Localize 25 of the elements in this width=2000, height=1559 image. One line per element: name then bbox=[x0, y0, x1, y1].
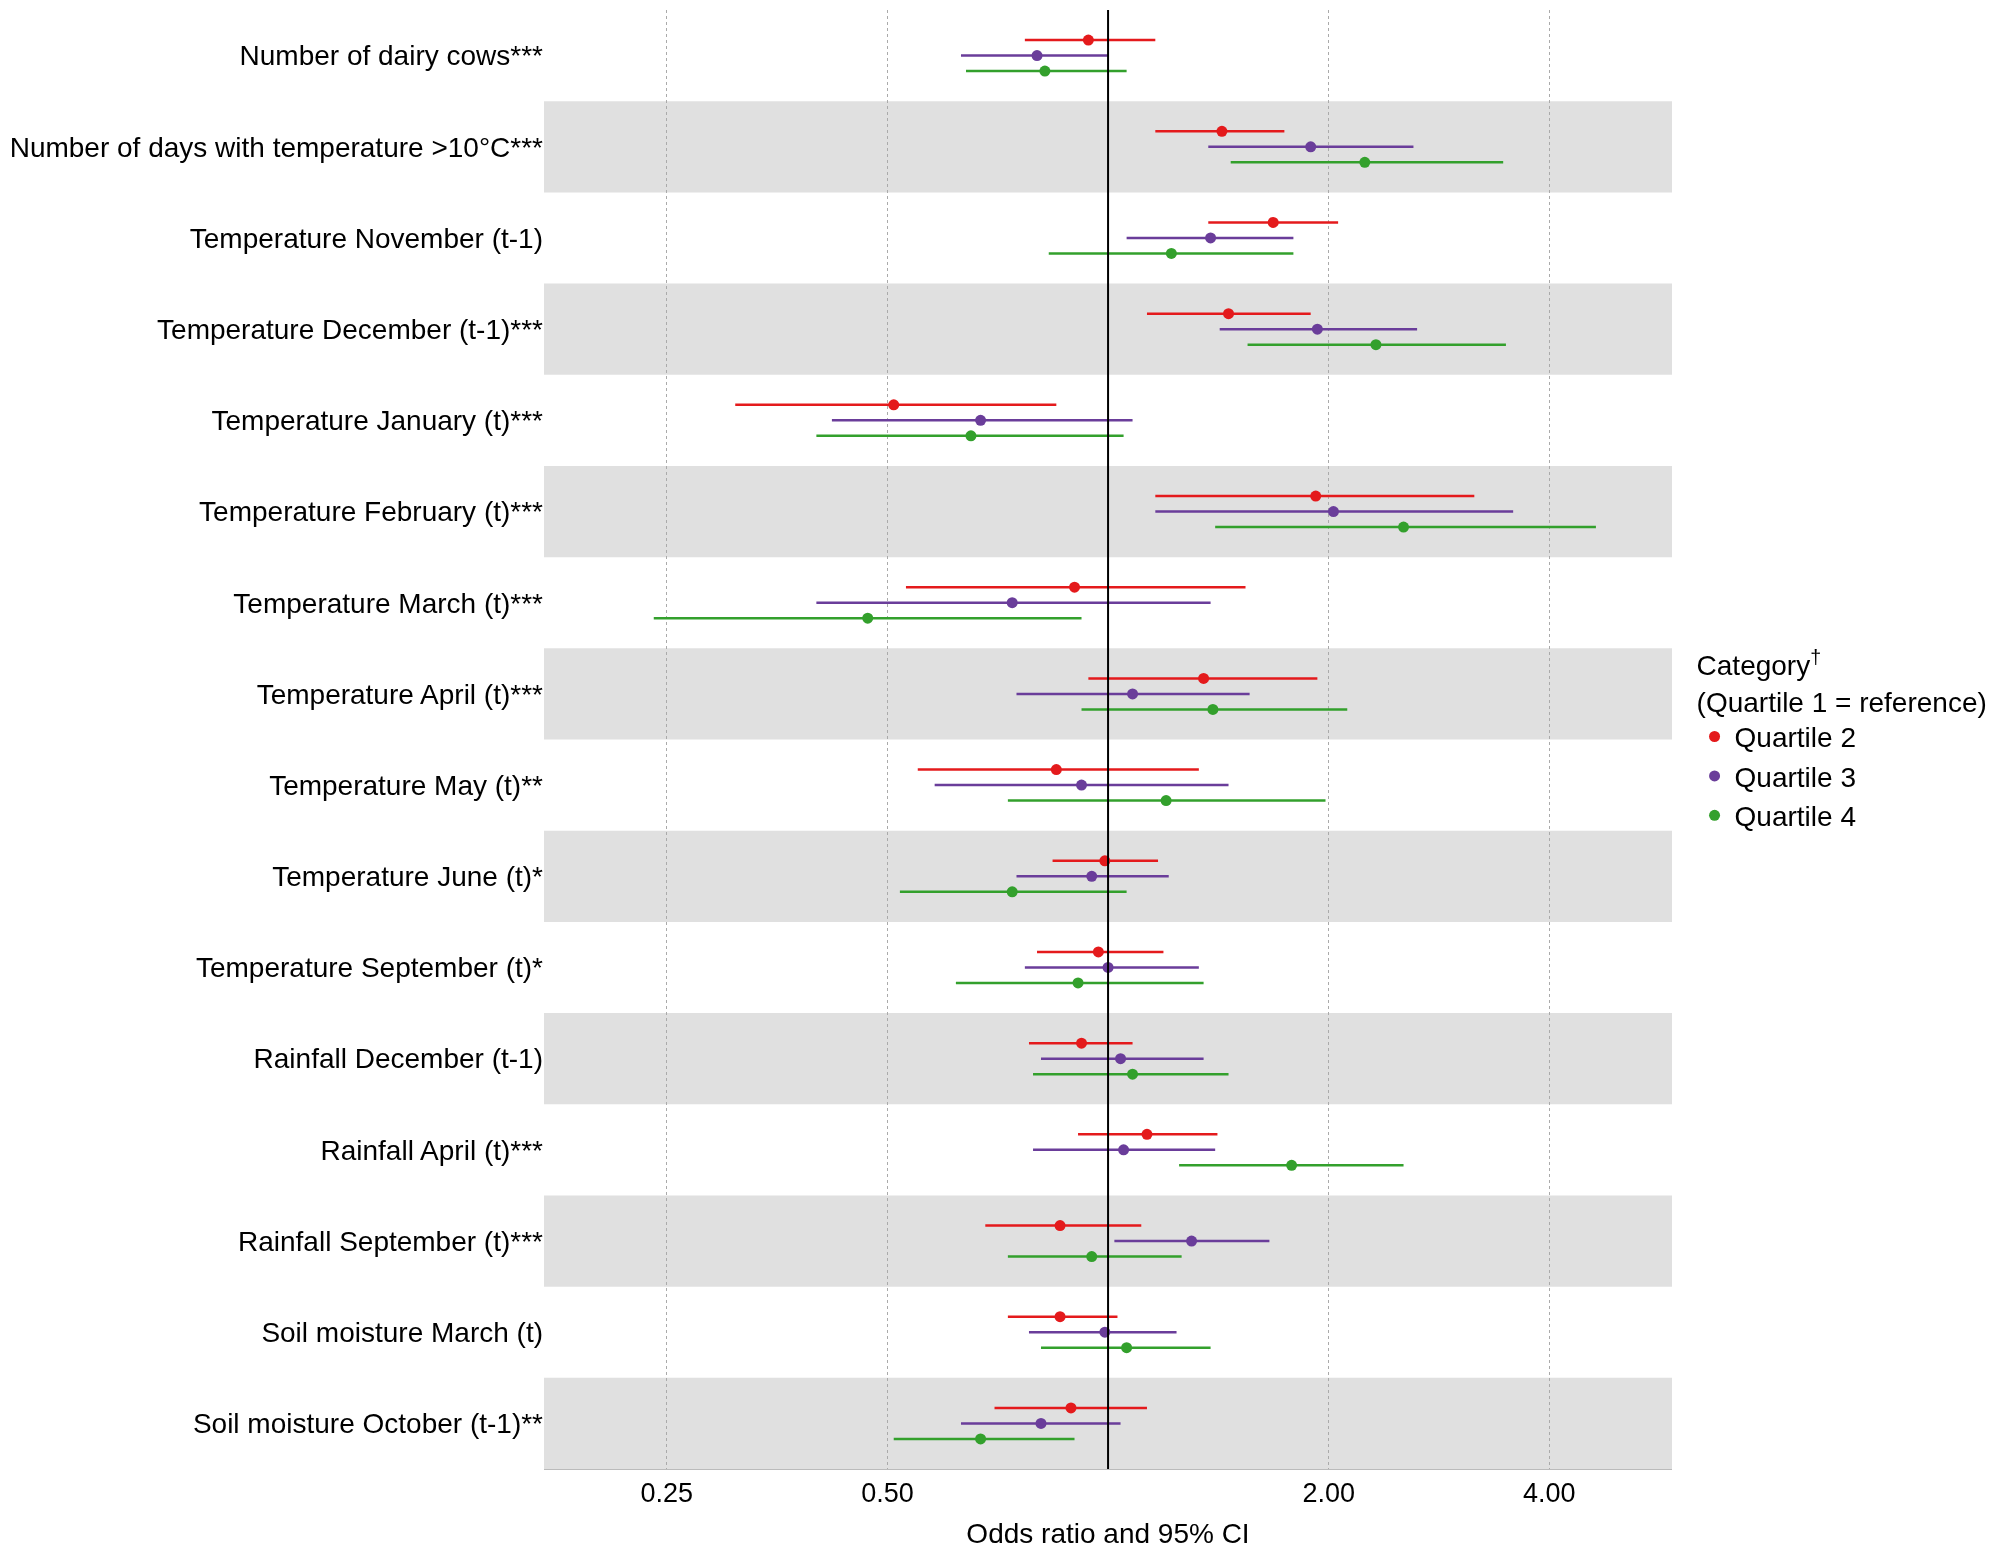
y-tick-label: Temperature June (t)* bbox=[272, 861, 544, 893]
x-tick-label: 0.25 bbox=[640, 1478, 694, 1509]
y-tick-label: Rainfall April (t)*** bbox=[320, 1134, 544, 1166]
y-tick-label: Temperature December (t-1)*** bbox=[157, 313, 544, 345]
y-tick-label: Temperature February (t)*** bbox=[199, 496, 544, 528]
x-axis-title: Odds ratio and 95% CI bbox=[966, 1517, 1250, 1549]
legend-label: Quartile 2 bbox=[1734, 722, 1856, 754]
y-tick-label: Number of dairy cows*** bbox=[239, 40, 544, 72]
y-tick-label: Rainfall September (t)*** bbox=[237, 1225, 544, 1257]
y-tick-label: Temperature May (t)** bbox=[269, 769, 544, 801]
x-tick-label: 0.50 bbox=[861, 1478, 914, 1509]
y-tick-label: Soil moisture March (t) bbox=[261, 1317, 543, 1349]
legend-title: Category$^{†}$ (Quartile 1 = reference) bbox=[1696, 645, 1987, 718]
x-tick-label: 2.00 bbox=[1302, 1478, 1355, 1509]
y-tick-label: Soil moisture October (t-1)** bbox=[192, 1408, 544, 1440]
y-tick-label: Temperature November (t-1) bbox=[189, 222, 543, 254]
y-tick-label: Temperature January (t)*** bbox=[211, 405, 544, 437]
legend-label: Quartile 4 bbox=[1734, 801, 1856, 833]
y-tick-label: Temperature April (t)*** bbox=[256, 678, 544, 710]
legend-label: Quartile 3 bbox=[1734, 761, 1856, 793]
x-tick-label: 4.00 bbox=[1523, 1478, 1576, 1509]
y-tick-label: Temperature September (t)* bbox=[195, 952, 544, 984]
y-tick-label: Rainfall December (t-1) bbox=[253, 1043, 543, 1075]
y-tick-label: Temperature March (t)*** bbox=[233, 587, 544, 619]
y-tick-label: Number of days with temperature >10°C*** bbox=[9, 131, 544, 163]
